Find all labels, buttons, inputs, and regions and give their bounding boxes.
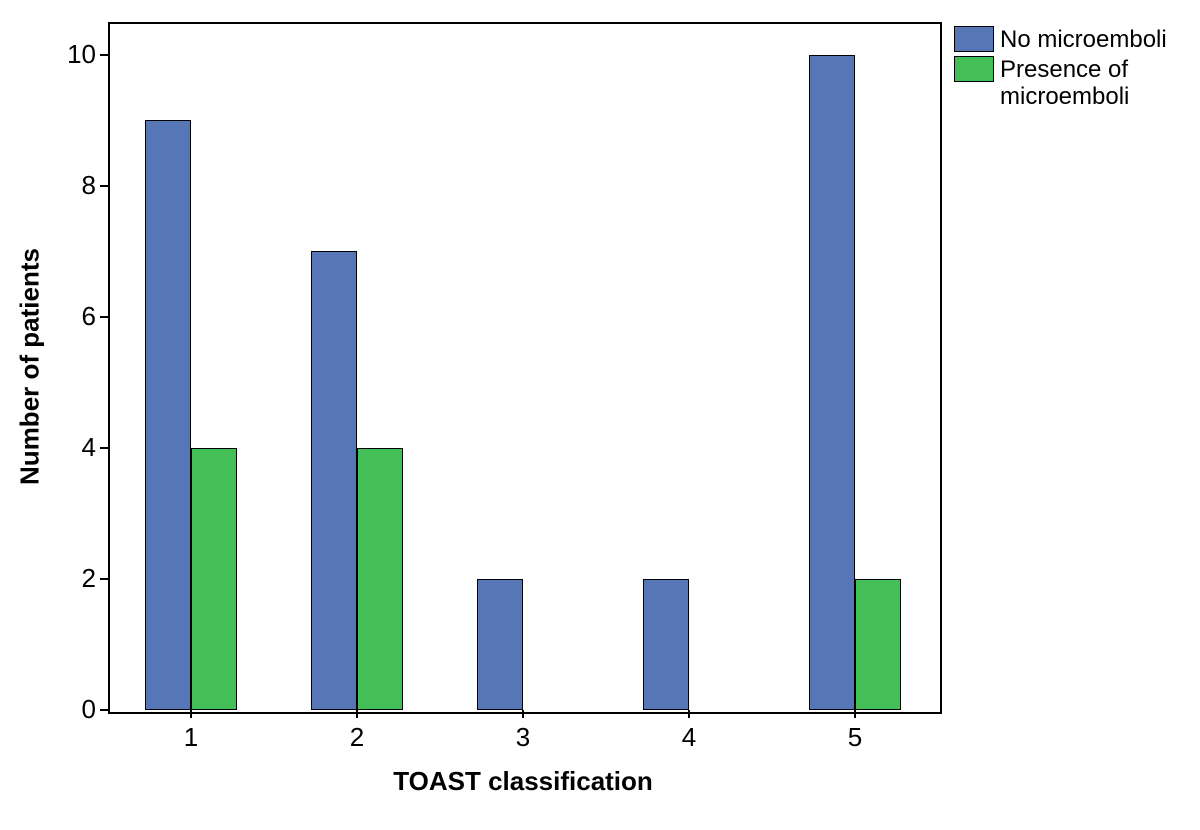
x-tick-label: 3 — [503, 722, 543, 753]
y-tick-mark — [100, 54, 108, 56]
bar — [191, 448, 237, 710]
legend: No microemboliPresence ofmicroemboli — [954, 26, 1167, 113]
bar — [809, 55, 855, 710]
x-tick-mark — [522, 710, 524, 718]
bar — [357, 448, 403, 710]
bar — [855, 579, 901, 710]
x-tick-label: 5 — [835, 722, 875, 753]
y-tick-mark — [100, 578, 108, 580]
y-tick-label: 10 — [46, 39, 96, 70]
y-tick-mark — [100, 185, 108, 187]
legend-swatch — [954, 56, 994, 82]
y-tick-label: 2 — [46, 563, 96, 594]
bar — [145, 120, 191, 710]
y-tick-label: 8 — [46, 170, 96, 201]
bar — [643, 579, 689, 710]
x-tick-label: 4 — [669, 722, 709, 753]
x-axis-label: TOAST classification — [323, 766, 723, 797]
y-tick-label: 0 — [46, 694, 96, 725]
x-tick-mark — [356, 710, 358, 718]
legend-item: No microemboli — [954, 26, 1167, 54]
legend-label: Presence ofmicroemboli — [1000, 56, 1129, 111]
y-tick-label: 4 — [46, 432, 96, 463]
bar — [477, 579, 523, 710]
y-tick-mark — [100, 447, 108, 449]
bar — [311, 251, 357, 710]
x-tick-mark — [854, 710, 856, 718]
legend-item: Presence ofmicroemboli — [954, 56, 1167, 111]
x-tick-label: 2 — [337, 722, 377, 753]
y-tick-mark — [100, 709, 108, 711]
y-tick-label: 6 — [46, 301, 96, 332]
y-axis-label: Number of patients — [15, 237, 46, 497]
y-tick-mark — [100, 316, 108, 318]
legend-label: No microemboli — [1000, 26, 1167, 54]
x-tick-mark — [190, 710, 192, 718]
legend-swatch — [954, 26, 994, 52]
bar-chart: Number of patients TOAST classification … — [0, 0, 1200, 830]
x-tick-label: 1 — [171, 722, 211, 753]
x-tick-mark — [688, 710, 690, 718]
